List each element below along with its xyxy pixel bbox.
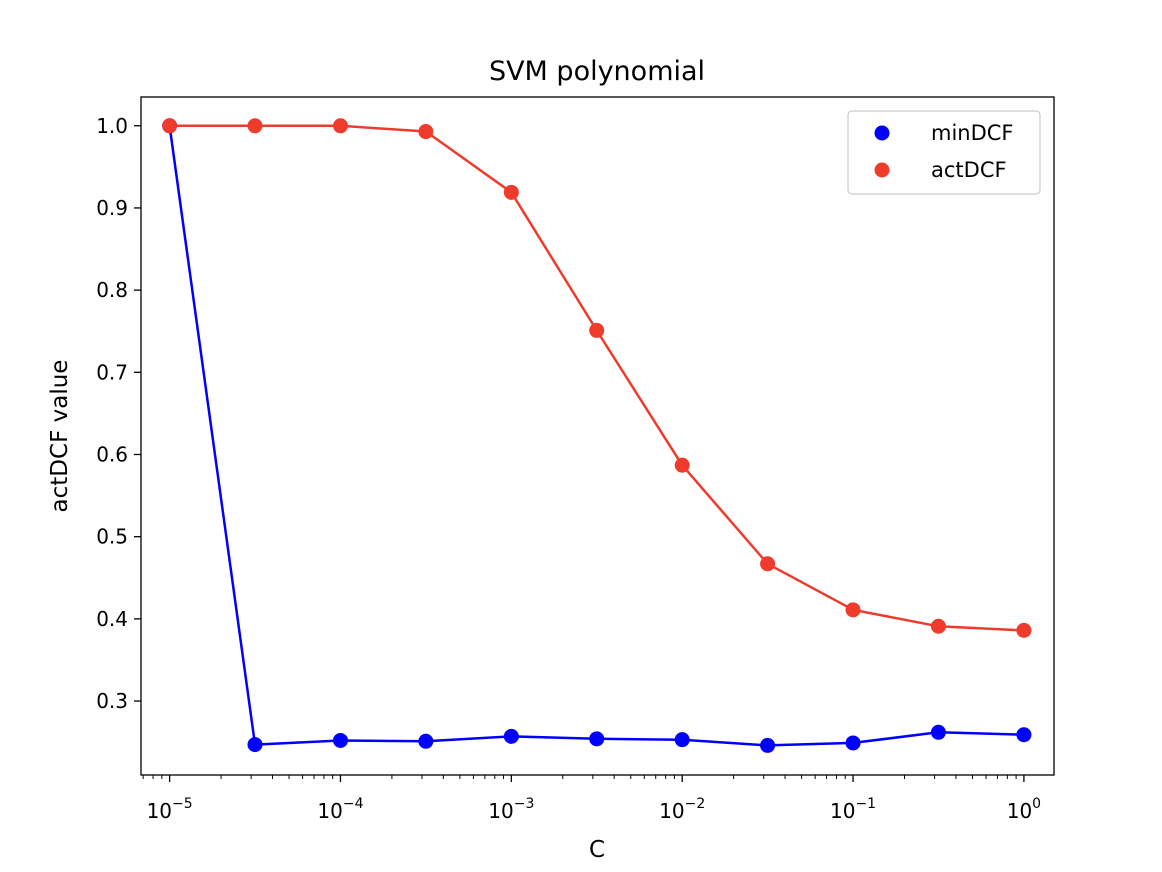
series-line-actDCF [169, 124, 1024, 632]
y-tick-label: 0.4 [96, 607, 128, 631]
data-point-actDCF [503, 184, 519, 200]
y-tick-label: 0.5 [96, 525, 128, 549]
data-point-minDCF [503, 728, 519, 744]
x-tick-label: 10−3 [488, 796, 534, 823]
series-line-minDCF [168, 125, 1024, 747]
x-tick-label: 10−2 [659, 796, 705, 823]
y-tick-label: 0.7 [96, 360, 128, 384]
data-point-actDCF [760, 556, 776, 572]
data-point-minDCF [332, 732, 348, 748]
data-point-actDCF [247, 118, 263, 134]
data-point-minDCF [674, 732, 690, 748]
legend-marker-actDCF [874, 162, 890, 178]
y-axis: 0.3 0.4 0.5 0.6 0.7 0.8 0.9 1.0 [96, 114, 141, 713]
data-point-minDCF [589, 731, 605, 747]
y-tick-label: 0.9 [96, 196, 128, 220]
x-tick-label: 10−4 [317, 796, 363, 823]
legend-label-minDCF: minDCF [931, 121, 1014, 145]
y-axis-label: actDCF value [47, 360, 73, 513]
x-tick-label: 10−1 [830, 796, 876, 823]
plot-frame [140, 96, 1055, 776]
legend: minDCF actDCF [847, 110, 1041, 195]
legend-box [847, 110, 1041, 195]
legend-marker-minDCF [874, 125, 890, 141]
data-point-actDCF [332, 118, 348, 134]
data-point-actDCF [930, 618, 946, 634]
data-point-actDCF [845, 602, 861, 618]
legend-label-actDCF: actDCF [931, 158, 1007, 182]
y-tick-label: 0.8 [96, 278, 128, 302]
y-tick-label: 0.3 [96, 689, 128, 713]
y-tick-label: 0.6 [96, 442, 128, 466]
x-axis: 10−5 10−4 10−3 10−2 10−1 100 [142, 775, 1041, 823]
x-axis-label: C [589, 837, 605, 863]
data-point-actDCF [418, 124, 434, 140]
data-point-minDCF [418, 733, 434, 749]
data-point-actDCF [162, 118, 178, 134]
data-point-minDCF [1016, 727, 1032, 743]
series-layer [162, 118, 1032, 753]
data-point-actDCF [589, 322, 605, 338]
x-tick-label: 100 [1007, 796, 1041, 823]
data-point-actDCF [674, 457, 690, 473]
data-point-minDCF [760, 737, 776, 753]
y-tick-label: 1.0 [96, 114, 128, 138]
data-point-minDCF [247, 737, 263, 753]
chart-title: SVM polynomial [489, 56, 705, 87]
data-point-minDCF [845, 735, 861, 751]
data-point-minDCF [930, 724, 946, 740]
data-point-actDCF [1016, 622, 1032, 638]
x-tick-label: 10−5 [147, 796, 193, 823]
